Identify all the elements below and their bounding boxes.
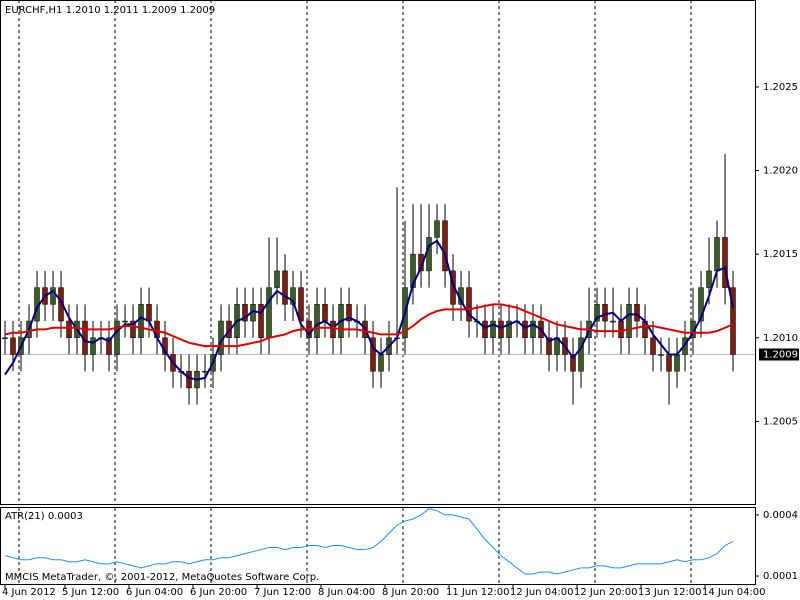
candle-body <box>482 320 488 339</box>
candle-body <box>370 337 376 372</box>
x-tick-label: 8 Jun 04:00 <box>318 587 375 598</box>
candle-body <box>722 237 728 288</box>
candle-body <box>426 237 432 272</box>
candle-body <box>106 337 112 355</box>
y-tick-label: 1.2020 <box>763 166 798 177</box>
y-tick-label: 0.0001 <box>763 571 798 582</box>
candle-body <box>666 354 672 372</box>
y-tick-label: 1.2015 <box>763 249 798 260</box>
candle-body <box>570 354 576 372</box>
candle-body <box>2 337 8 340</box>
candle-body <box>506 320 512 339</box>
candle-body <box>50 287 56 305</box>
candle-body <box>146 304 152 322</box>
candle-body <box>546 337 552 355</box>
x-tick-label: 6 Jun 20:00 <box>190 587 247 598</box>
candle-body <box>698 287 704 322</box>
candle-body <box>714 237 720 272</box>
candle-body <box>314 304 320 339</box>
candle-body <box>114 320 120 355</box>
candle-body <box>130 320 136 339</box>
x-tick-label: 8 Jun 20:00 <box>382 587 439 598</box>
candle-body <box>90 337 96 355</box>
candle-body <box>434 220 440 238</box>
candle-body <box>66 320 72 339</box>
x-tick-label: 4 Jun 2012 <box>2 587 56 598</box>
candle-body <box>274 270 280 288</box>
candle-body <box>442 220 448 272</box>
candle-body <box>290 287 296 305</box>
candle-body <box>626 304 632 339</box>
x-tick-label: 12 Jun 04:00 <box>510 587 574 598</box>
indicator-line <box>4 239 734 381</box>
candle-body <box>186 370 192 389</box>
x-tick-label: 11 Jun 12:00 <box>446 587 510 598</box>
y-tick-label: 1.2005 <box>763 416 798 427</box>
candle-body <box>610 320 616 323</box>
candle-body <box>594 304 600 322</box>
candle-body <box>498 320 504 339</box>
candle-body <box>490 320 496 339</box>
candle-body <box>346 304 352 322</box>
candle-body <box>122 320 128 323</box>
candle-body <box>730 287 736 355</box>
candle-body <box>674 354 680 372</box>
indicator-frame <box>0 507 756 585</box>
candle-body <box>658 354 664 356</box>
x-tick-label: 5 Jun 12:00 <box>62 587 119 598</box>
x-tick-label: 13 Jun 12:00 <box>638 587 702 598</box>
candle-body <box>10 337 16 355</box>
candle-body <box>706 270 712 288</box>
indicator-line <box>4 303 734 348</box>
candle-body <box>530 320 536 339</box>
candle-body <box>258 304 264 339</box>
chart-title: EURCHF,H1 1.2010 1.2011 1.2009 1.2009 <box>5 5 215 16</box>
current-price-label: 1.2009 <box>763 350 798 361</box>
indicator-line <box>4 508 734 575</box>
y-tick-label: 1.2010 <box>763 333 798 344</box>
candle-body <box>578 337 584 372</box>
candle-body <box>466 287 472 322</box>
x-tick-label: 7 Jun 12:00 <box>254 587 311 598</box>
indicator-title: ATR(21) 0.0003 <box>5 511 83 522</box>
candle-body <box>282 270 288 305</box>
candle-body <box>602 304 608 322</box>
x-tick-label: 12 Jun 20:00 <box>574 587 638 598</box>
candle-body <box>242 304 248 322</box>
main-frame <box>0 0 756 505</box>
candle-body <box>138 304 144 339</box>
current-price-box <box>759 348 799 361</box>
candle-body <box>202 370 208 373</box>
candle-body <box>266 287 272 339</box>
candle-body <box>378 354 384 372</box>
y-tick-label: 0.0004 <box>763 510 798 521</box>
x-tick-label: 6 Jun 04:00 <box>126 587 183 598</box>
candle-body <box>634 304 640 322</box>
candle-body <box>650 337 656 355</box>
x-tick-label: 14 Jun 04:00 <box>702 587 766 598</box>
candle-body <box>618 320 624 339</box>
candle-body <box>322 304 328 322</box>
candle-body <box>522 320 528 339</box>
candle-body <box>330 320 336 339</box>
copyright: MMCIS MetaTrader, ©, 2001-2012, MetaQuot… <box>5 572 319 583</box>
y-tick-label: 1.2025 <box>763 82 798 93</box>
candle-body <box>298 287 304 322</box>
